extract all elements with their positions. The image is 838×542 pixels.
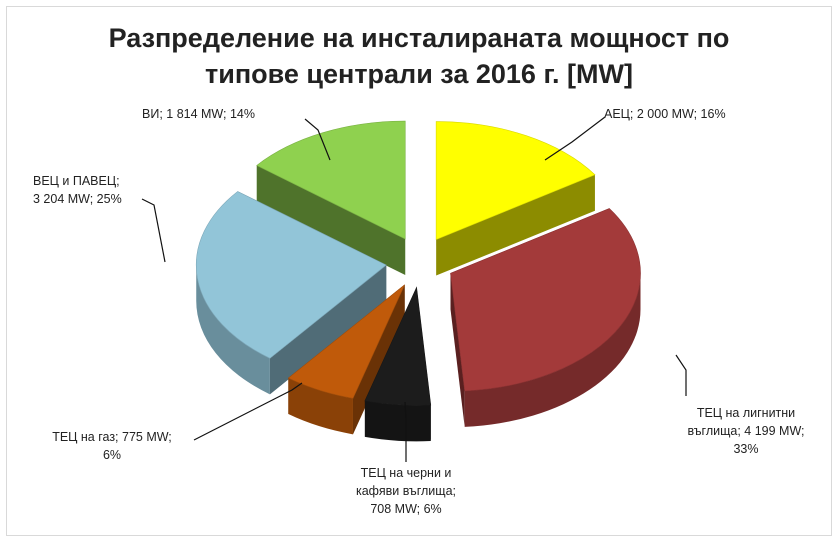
pie-slice-top <box>364 286 432 406</box>
slice-label-line: АЕЦ; 2 000 MW; 16% <box>604 107 726 121</box>
slice-label-line: 33% <box>733 442 758 456</box>
slice-label-4: ТЕЦ на газ; 775 MW; 6% <box>52 430 172 462</box>
leader-line-3 <box>404 401 407 462</box>
slice-label-line: кафяви въглища; <box>356 484 456 498</box>
slice-label-line: ТЕЦ на газ; 775 MW; <box>52 430 172 444</box>
pie-slice-2 <box>450 208 641 427</box>
leader-line-5 <box>141 198 166 263</box>
pie-slice-side-wall <box>450 273 465 427</box>
slice-label-line: ТЕЦ на лигнитни <box>697 406 795 420</box>
pie-slice-top <box>287 284 405 399</box>
pie-slice-top <box>256 120 406 240</box>
slice-label-line: въглища; 4 199 MW; <box>688 424 805 438</box>
slice-label-line: 6% <box>103 448 121 462</box>
pie-slice-outer-wall <box>288 378 353 435</box>
slice-label-6: ВИ; 1 814 MW; 14% <box>142 107 255 121</box>
chart-frame <box>6 6 832 536</box>
leader-line-4 <box>193 382 303 441</box>
pie-slice-1 <box>435 121 596 276</box>
slice-label-line: ТЕЦ на черни и <box>361 466 452 480</box>
pie-slices <box>196 120 641 442</box>
slice-label-1: АЕЦ; 2 000 MW; 16% <box>604 107 726 121</box>
slice-label-line: ВЕЦ и ПАВЕЦ; <box>33 174 120 188</box>
pie-slice-3 <box>364 286 432 442</box>
pie-slice-top <box>450 208 641 392</box>
leader-line-2 <box>675 354 687 396</box>
slice-label-line: 3 204 MW; 25% <box>33 192 122 206</box>
pie-slice-outer-wall <box>464 273 641 427</box>
leader-line-6 <box>304 118 331 161</box>
chart-title: Разпределение на инсталираната мощност п… <box>0 20 838 92</box>
pie-slice-6 <box>256 120 406 276</box>
pie-slice-5 <box>196 191 387 395</box>
chart-title-line-1: Разпределение на инсталираната мощност п… <box>108 23 730 53</box>
leader-lines <box>141 116 687 462</box>
leader-line-1 <box>544 116 606 161</box>
slice-label-5: ВЕЦ и ПАВЕЦ; 3 204 MW; 25% <box>33 174 122 206</box>
slice-label-line: 708 MW; 6% <box>370 502 441 516</box>
pie-slice-side-wall <box>436 174 595 276</box>
pie-slice-4 <box>287 284 405 435</box>
slice-label-line: ВИ; 1 814 MW; 14% <box>142 107 255 121</box>
pie-slice-outer-wall <box>364 400 431 442</box>
chart-title-line-2: типове централи за 2016 г. [MW] <box>205 59 633 89</box>
pie-slice-top <box>196 191 387 359</box>
slice-labels: АЕЦ; 2 000 MW; 16% ТЕЦ на лигнитни въглища… <box>33 107 805 516</box>
slice-label-2: ТЕЦ на лигнитни въглища; 4 199 MW; 33% <box>688 406 805 456</box>
pie-slice-outer-wall <box>196 265 270 395</box>
slice-label-3: ТЕЦ на черни и кафяви въглища; 708 MW; 6% <box>356 466 456 516</box>
pie-slice-side-wall <box>256 165 406 276</box>
pie-slice-side-wall <box>269 265 387 395</box>
pie-slice-top <box>435 121 596 241</box>
